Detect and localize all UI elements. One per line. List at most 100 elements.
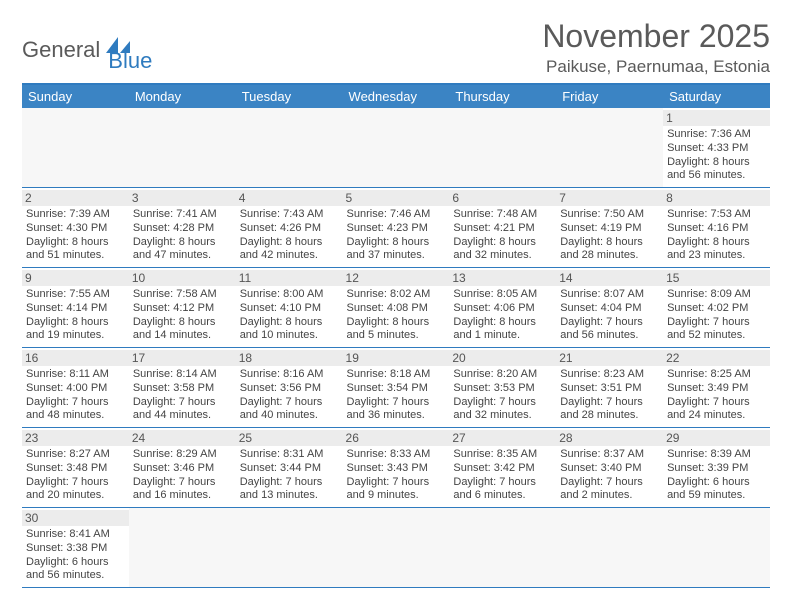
empty-cell	[449, 108, 556, 188]
day-of-week-header: Tuesday	[236, 84, 343, 108]
empty-cell	[236, 108, 343, 188]
day-cell: 6Sunrise: 7:48 AMSunset: 4:21 PMDaylight…	[449, 188, 556, 268]
day-details: Sunrise: 7:48 AMSunset: 4:21 PMDaylight:…	[453, 208, 552, 263]
calendar-week-row: 9 Sunrise: 7:55 AMSunset: 4:14 PMDaylight…	[22, 268, 770, 348]
logo-text-blue: Blue	[108, 48, 152, 74]
empty-cell	[556, 508, 663, 588]
day-number: 27	[449, 430, 556, 446]
calendar-body: 1Sunrise: 7:36 AMSunset: 4:33 PMDaylight…	[22, 108, 770, 588]
empty-cell	[343, 508, 450, 588]
day-details: Sunrise: 8:41 AMSunset: 3:38 PMDaylight:…	[26, 528, 125, 583]
day-details: Sunrise: 8:39 AMSunset: 3:39 PMDaylight:…	[667, 448, 766, 503]
logo-text-general: General	[22, 37, 100, 63]
day-number: 8	[663, 190, 770, 206]
day-details: Sunrise: 7:53 AMSunset: 4:16 PMDaylight:…	[667, 208, 766, 263]
day-cell: 25Sunrise: 8:31 AMSunset: 3:44 PMDayligh…	[236, 428, 343, 508]
title-block: November 2025 Paikuse, Paernumaa, Estoni…	[542, 18, 770, 77]
day-cell: 14Sunrise: 8:07 AMSunset: 4:04 PMDayligh…	[556, 268, 663, 348]
day-number: 13	[449, 270, 556, 286]
day-number: 14	[556, 270, 663, 286]
day-of-week-header: Wednesday	[343, 84, 450, 108]
header: General Blue November 2025 Paikuse, Paer…	[22, 18, 770, 77]
day-details: Sunrise: 7:41 AMSunset: 4:28 PMDaylight:…	[133, 208, 232, 263]
day-cell: 15Sunrise: 8:09 AMSunset: 4:02 PMDayligh…	[663, 268, 770, 348]
day-cell: 22 Sunrise: 8:25 AMSunset: 3:49 PMDayligh…	[663, 348, 770, 428]
day-details: Sunrise: 7:43 AMSunset: 4:26 PMDaylight:…	[240, 208, 339, 263]
day-details: Sunrise: 7:46 AMSunset: 4:23 PMDaylight:…	[347, 208, 446, 263]
day-number: 21	[556, 350, 663, 366]
month-title: November 2025	[542, 18, 770, 55]
day-cell: 29 Sunrise: 8:39 AMSunset: 3:39 PMDayligh…	[663, 428, 770, 508]
day-cell: 24 Sunrise: 8:29 AMSunset: 3:46 PMDayligh…	[129, 428, 236, 508]
day-of-week-header: Friday	[556, 84, 663, 108]
empty-cell	[129, 508, 236, 588]
day-number: 18	[236, 350, 343, 366]
calendar-week-row: 30 Sunrise: 8:41 AMSunset: 3:38 PMDayligh…	[22, 508, 770, 588]
day-cell: 4Sunrise: 7:43 AMSunset: 4:26 PMDaylight…	[236, 188, 343, 268]
day-cell: 23Sunrise: 8:27 AMSunset: 3:48 PMDayligh…	[22, 428, 129, 508]
day-details: Sunrise: 8:37 AMSunset: 3:40 PMDaylight:…	[560, 448, 659, 503]
empty-cell	[129, 108, 236, 188]
day-details: Sunrise: 8:25 AMSunset: 3:49 PMDaylight:…	[667, 368, 766, 423]
day-details: Sunrise: 8:33 AMSunset: 3:43 PMDaylight:…	[347, 448, 446, 503]
day-number: 17	[129, 350, 236, 366]
day-number: 24	[129, 430, 236, 446]
empty-cell	[236, 508, 343, 588]
day-number: 19	[343, 350, 450, 366]
day-cell: 16 Sunrise: 8:11 AMSunset: 4:00 PMDayligh…	[22, 348, 129, 428]
day-details: Sunrise: 8:35 AMSunset: 3:42 PMDaylight:…	[453, 448, 552, 503]
day-cell: 13 Sunrise: 8:05 AMSunset: 4:06 PMDayligh…	[449, 268, 556, 348]
calendar-week-row: 2Sunrise: 7:39 AMSunset: 4:30 PMDaylight…	[22, 188, 770, 268]
day-cell: 3 Sunrise: 7:41 AMSunset: 4:28 PMDaylight…	[129, 188, 236, 268]
day-of-week-header: Monday	[129, 84, 236, 108]
day-number: 30	[22, 510, 129, 526]
calendar-table: SundayMondayTuesdayWednesdayThursdayFrid…	[22, 83, 770, 588]
day-cell: 10Sunrise: 7:58 AMSunset: 4:12 PMDayligh…	[129, 268, 236, 348]
day-number: 22	[663, 350, 770, 366]
day-cell: 12 Sunrise: 8:02 AMSunset: 4:08 PMDayligh…	[343, 268, 450, 348]
day-details: Sunrise: 8:16 AMSunset: 3:56 PMDaylight:…	[240, 368, 339, 423]
day-cell: 7 Sunrise: 7:50 AMSunset: 4:19 PMDaylight…	[556, 188, 663, 268]
day-details: Sunrise: 8:02 AMSunset: 4:08 PMDaylight:…	[347, 288, 446, 343]
empty-cell	[449, 508, 556, 588]
day-number: 2	[22, 190, 129, 206]
day-number: 16	[22, 350, 129, 366]
day-number: 29	[663, 430, 770, 446]
day-cell: 2Sunrise: 7:39 AMSunset: 4:30 PMDaylight…	[22, 188, 129, 268]
day-number: 9	[22, 270, 129, 286]
day-details: Sunrise: 8:11 AMSunset: 4:00 PMDaylight:…	[26, 368, 125, 423]
day-details: Sunrise: 8:23 AMSunset: 3:51 PMDaylight:…	[560, 368, 659, 423]
day-details: Sunrise: 7:50 AMSunset: 4:19 PMDaylight:…	[560, 208, 659, 263]
day-of-week-header: Thursday	[449, 84, 556, 108]
day-details: Sunrise: 7:36 AMSunset: 4:33 PMDaylight:…	[667, 128, 766, 183]
day-number: 7	[556, 190, 663, 206]
day-cell: 30 Sunrise: 8:41 AMSunset: 3:38 PMDayligh…	[22, 508, 129, 588]
day-cell: 21 Sunrise: 8:23 AMSunset: 3:51 PMDayligh…	[556, 348, 663, 428]
calendar-week-row: 23Sunrise: 8:27 AMSunset: 3:48 PMDayligh…	[22, 428, 770, 508]
day-cell: 27 Sunrise: 8:35 AMSunset: 3:42 PMDayligh…	[449, 428, 556, 508]
day-details: Sunrise: 8:05 AMSunset: 4:06 PMDaylight:…	[453, 288, 552, 343]
day-details: Sunrise: 8:20 AMSunset: 3:53 PMDaylight:…	[453, 368, 552, 423]
day-details: Sunrise: 8:31 AMSunset: 3:44 PMDaylight:…	[240, 448, 339, 503]
empty-cell	[556, 108, 663, 188]
day-cell: 26Sunrise: 8:33 AMSunset: 3:43 PMDayligh…	[343, 428, 450, 508]
day-details: Sunrise: 8:00 AMSunset: 4:10 PMDaylight:…	[240, 288, 339, 343]
day-cell: 11Sunrise: 8:00 AMSunset: 4:10 PMDayligh…	[236, 268, 343, 348]
day-number: 12	[343, 270, 450, 286]
day-number: 3	[129, 190, 236, 206]
day-details: Sunrise: 8:18 AMSunset: 3:54 PMDaylight:…	[347, 368, 446, 423]
day-details: Sunrise: 7:55 AMSunset: 4:14 PMDaylight:…	[26, 288, 125, 343]
day-of-week-header: Sunday	[22, 84, 129, 108]
day-number: 28	[556, 430, 663, 446]
day-of-week-header: Saturday	[663, 84, 770, 108]
day-cell: 5Sunrise: 7:46 AMSunset: 4:23 PMDaylight…	[343, 188, 450, 268]
day-cell: 18 Sunrise: 8:16 AMSunset: 3:56 PMDayligh…	[236, 348, 343, 428]
day-details: Sunrise: 8:14 AMSunset: 3:58 PMDaylight:…	[133, 368, 232, 423]
day-cell: 19 Sunrise: 8:18 AMSunset: 3:54 PMDayligh…	[343, 348, 450, 428]
day-details: Sunrise: 8:27 AMSunset: 3:48 PMDaylight:…	[26, 448, 125, 503]
day-details: Sunrise: 8:29 AMSunset: 3:46 PMDaylight:…	[133, 448, 232, 503]
empty-cell	[343, 108, 450, 188]
day-cell: 9 Sunrise: 7:55 AMSunset: 4:14 PMDaylight…	[22, 268, 129, 348]
calendar-week-row: 1Sunrise: 7:36 AMSunset: 4:33 PMDaylight…	[22, 108, 770, 188]
day-details: Sunrise: 7:58 AMSunset: 4:12 PMDaylight:…	[133, 288, 232, 343]
